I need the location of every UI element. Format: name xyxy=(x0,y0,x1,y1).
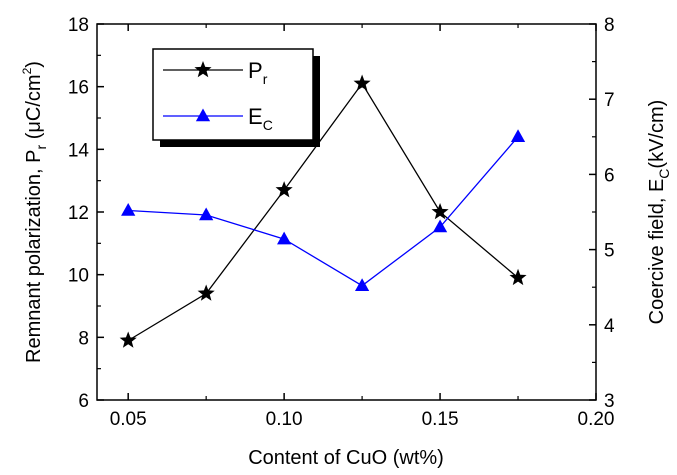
left-y-tick-label: 14 xyxy=(68,140,90,161)
x-tick-label: 0.15 xyxy=(422,409,459,430)
left-y-tick-label: 6 xyxy=(78,391,89,412)
series-layer xyxy=(119,74,527,348)
legend-label-ec: EC xyxy=(248,104,273,133)
right-y-tick-label: 7 xyxy=(604,90,615,111)
data-point-pr xyxy=(119,331,137,348)
legend-label-pr: Pr xyxy=(248,58,268,87)
left-y-tick-label: 16 xyxy=(68,78,89,99)
left-y-tick-label: 10 xyxy=(68,266,89,287)
data-point-ec xyxy=(432,219,448,233)
x-axis-title: Content of CuO (wt%) xyxy=(248,447,444,469)
legend: Pr EC xyxy=(152,48,320,147)
data-point-ec xyxy=(277,231,292,245)
legend-marker-ec xyxy=(195,108,211,122)
left-y-axis-title: Remnant polarization, Pr (μC/cm2) xyxy=(20,61,49,363)
data-point-ec xyxy=(510,129,526,143)
right-y-tick-label: 5 xyxy=(604,241,615,262)
legend-items xyxy=(163,61,243,122)
data-point-pr xyxy=(509,268,527,286)
data-point-ec xyxy=(121,202,136,216)
right-y-tick-label: 6 xyxy=(604,165,615,186)
x-tick-label: 0.20 xyxy=(578,409,615,430)
data-point-ec xyxy=(199,207,214,221)
series-line-ec xyxy=(128,136,519,287)
right-y-tick-label: 4 xyxy=(604,316,615,337)
data-point-pr xyxy=(353,74,371,91)
left-y-tick-label: 8 xyxy=(78,328,89,349)
data-point-pr xyxy=(197,284,215,301)
legend-box xyxy=(152,48,314,141)
data-point-pr xyxy=(431,203,449,220)
data-point-ec xyxy=(354,278,370,291)
legend-marker-pr xyxy=(194,61,212,78)
x-tick-label: 0.05 xyxy=(110,409,147,430)
axis-ticks: 0.05 0.10 0.15 0.20 6 8 10 12 14 16 18 3 4 5 6 7 8 xyxy=(68,15,615,430)
left-y-tick-label: 12 xyxy=(68,203,89,224)
right-y-tick-label: 3 xyxy=(604,391,615,412)
right-y-axis-title: Coercive field, EC(kV/cm) xyxy=(646,100,672,325)
x-tick-label: 0.10 xyxy=(266,409,303,430)
data-point-pr xyxy=(275,181,293,198)
left-y-tick-label: 18 xyxy=(68,15,89,36)
series-line-pr xyxy=(127,82,519,342)
right-y-tick-label: 8 xyxy=(604,15,615,36)
